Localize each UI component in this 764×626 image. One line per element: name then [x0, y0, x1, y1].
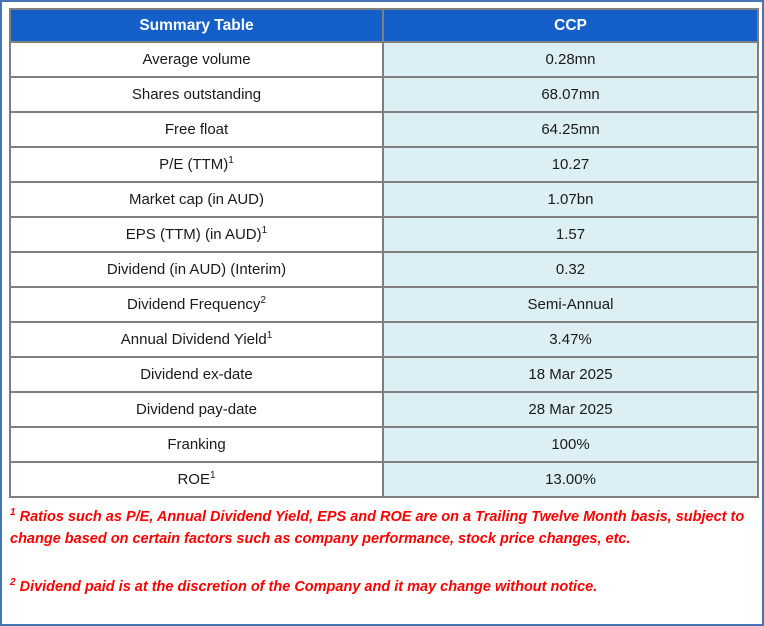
metric-value-cell: 64.25mn: [382, 111, 759, 148]
metric-value-cell: 13.00%: [382, 461, 759, 498]
table-row: Franking 100%: [9, 426, 759, 463]
metric-value-cell: 18 Mar 2025: [382, 356, 759, 393]
metric-value-cell: 10.27: [382, 146, 759, 183]
summary-table: Summary Table CCP Average volume 0.28mn Sh…: [9, 8, 759, 498]
metric-value-cell: 0.32: [382, 251, 759, 288]
table-row: ROE1 13.00%: [9, 461, 759, 498]
table-header: Summary Table CCP: [9, 8, 759, 43]
footnote-1: 1 Ratios such as P/E, Annual Dividend Yi…: [10, 507, 753, 551]
metric-label-cell: EPS (TTM) (in AUD)1: [9, 216, 384, 253]
footnote-2-text: Dividend paid is at the discretion of th…: [19, 578, 598, 595]
metric-label-cell: Franking: [9, 426, 384, 463]
metric-label-cell: Dividend pay-date: [9, 391, 384, 428]
metric-label-cell: Free float: [9, 111, 384, 148]
footnote-marker: 1: [209, 470, 216, 481]
footnote-1-marker: 1: [10, 507, 16, 519]
metric-value-cell: 3.47%: [382, 321, 759, 358]
table-row: Market cap (in AUD) 1.07bn: [9, 181, 759, 218]
table-row: Annual Dividend Yield1 3.47%: [9, 321, 759, 358]
footnote-marker: 2: [260, 295, 266, 306]
metric-label-cell: Annual Dividend Yield1: [9, 321, 384, 358]
metric-label-cell: Average volume: [9, 41, 384, 78]
table-row: P/E (TTM)1 10.27: [9, 146, 759, 183]
footnote-2: 2 Dividend paid is at the discretion of …: [10, 577, 753, 599]
table-row: Dividend ex-date 18 Mar 2025: [9, 356, 759, 393]
metric-label-cell: Dividend ex-date: [9, 356, 384, 393]
metric-value-cell: Semi-Annual: [382, 286, 759, 323]
table-row: Free float 64.25mn: [9, 111, 759, 148]
header-cell-summary-table: Summary Table: [9, 8, 384, 43]
metric-value-cell: 28 Mar 2025: [382, 391, 759, 428]
metric-value-cell: 1.57: [382, 216, 759, 253]
metric-label-cell: Shares outstanding: [9, 76, 384, 113]
footnote-marker: 1: [261, 225, 268, 236]
footnote-2-marker: 2: [10, 576, 16, 588]
footnote-marker: 1: [266, 330, 273, 341]
table-row: Dividend (in AUD) (Interim) 0.32: [9, 251, 759, 288]
footnotes-section: 1 Ratios such as P/E, Annual Dividend Yi…: [9, 498, 755, 598]
table-row: Shares outstanding 68.07mn: [9, 76, 759, 113]
metric-label-cell: ROE1: [9, 461, 384, 498]
table-body: Average volume 0.28mn Shares outstanding 68…: [9, 41, 759, 498]
metric-label-cell: Dividend (in AUD) (Interim): [9, 251, 384, 288]
table-row: EPS (TTM) (in AUD)1 1.57: [9, 216, 759, 253]
header-row: Summary Table CCP: [9, 8, 759, 43]
table-row: Average volume 0.28mn: [9, 41, 759, 78]
header-cell-ticker: CCP: [382, 8, 759, 43]
table-row: Dividend Frequency2 Semi-Annual: [9, 286, 759, 323]
metric-label-cell: P/E (TTM)1: [9, 146, 384, 183]
metric-label-cell: Market cap (in AUD): [9, 181, 384, 218]
table-row: Dividend pay-date 28 Mar 2025: [9, 391, 759, 428]
metric-value-cell: 1.07bn: [382, 181, 759, 218]
metric-label-cell: Dividend Frequency2: [9, 286, 384, 323]
footnote-1-text: Ratios such as P/E, Annual Dividend Yiel…: [10, 509, 745, 547]
metric-value-cell: 100%: [382, 426, 759, 463]
footnote-marker: 1: [228, 155, 234, 166]
metric-value-cell: 0.28mn: [382, 41, 759, 78]
metric-value-cell: 68.07mn: [382, 76, 759, 113]
